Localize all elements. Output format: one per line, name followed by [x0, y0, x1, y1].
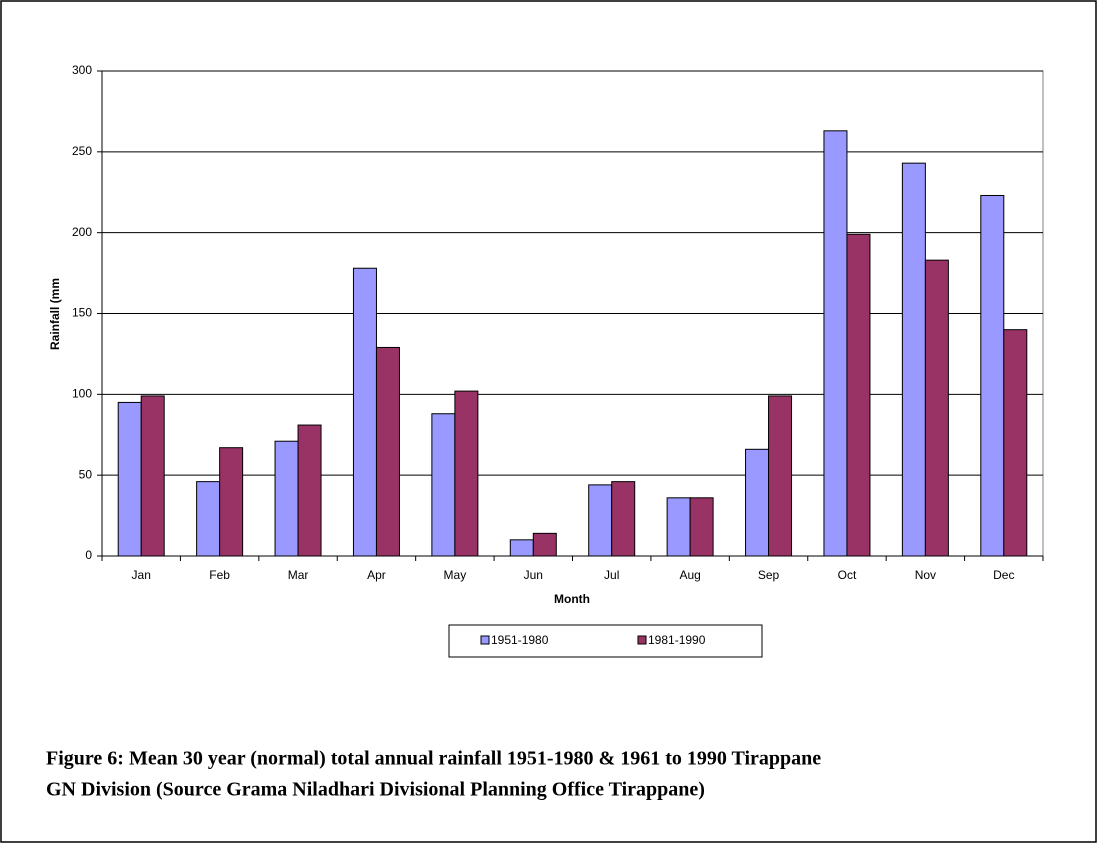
y-axis-label: Rainfall (mm — [48, 278, 62, 350]
y-tick-label: 100 — [72, 387, 92, 401]
x-tick-label: Mar — [288, 568, 309, 582]
bar — [431, 413, 456, 557]
bar — [196, 481, 221, 557]
bar — [352, 267, 377, 557]
x-tick-label: Nov — [915, 568, 936, 582]
bar — [1003, 329, 1028, 557]
bar — [846, 233, 871, 557]
x-tick-label: Jul — [604, 568, 619, 582]
bar — [588, 484, 613, 557]
x-axis-label: Month — [554, 592, 590, 606]
bar — [509, 539, 534, 557]
bar — [689, 497, 714, 557]
x-tick-label: Sep — [758, 568, 780, 582]
y-tick-label: 250 — [72, 144, 92, 158]
bar — [297, 424, 322, 557]
x-tick-label: Feb — [209, 568, 230, 582]
bar — [823, 130, 848, 557]
y-tick-label: 50 — [79, 467, 93, 481]
x-tick-label: Oct — [838, 568, 857, 582]
bar — [980, 194, 1005, 557]
bar — [611, 481, 636, 557]
x-tick-label: Dec — [993, 568, 1014, 582]
legend-label: 1981-1990 — [648, 633, 706, 647]
bar — [666, 497, 691, 557]
bar — [924, 259, 949, 557]
y-tick-label: 200 — [72, 225, 92, 239]
bar — [274, 440, 299, 557]
bar — [454, 390, 479, 557]
bar — [745, 448, 770, 557]
legend-box — [448, 624, 763, 658]
x-tick-label: Aug — [679, 568, 700, 582]
bar — [219, 447, 244, 557]
x-tick-label: Jun — [524, 568, 543, 582]
bar — [140, 395, 165, 557]
bar — [532, 532, 557, 557]
legend-swatch — [480, 635, 490, 645]
x-tick-label: May — [444, 568, 467, 582]
x-tick-label: Jan — [132, 568, 151, 582]
y-tick-label: 300 — [72, 63, 92, 77]
bar — [117, 401, 142, 557]
y-tick-label: 150 — [72, 306, 92, 320]
x-tick-label: Apr — [367, 568, 386, 582]
legend-swatch — [637, 635, 647, 645]
bar — [768, 395, 793, 557]
caption-line: GN Division (Source Grama Niladhari Divi… — [46, 779, 705, 801]
caption-line: Figure 6: Mean 30 year (normal) total an… — [46, 748, 821, 770]
y-tick-label: 0 — [85, 548, 92, 562]
legend-label: 1951-1980 — [491, 633, 549, 647]
bar — [375, 346, 400, 557]
bar — [901, 162, 926, 557]
